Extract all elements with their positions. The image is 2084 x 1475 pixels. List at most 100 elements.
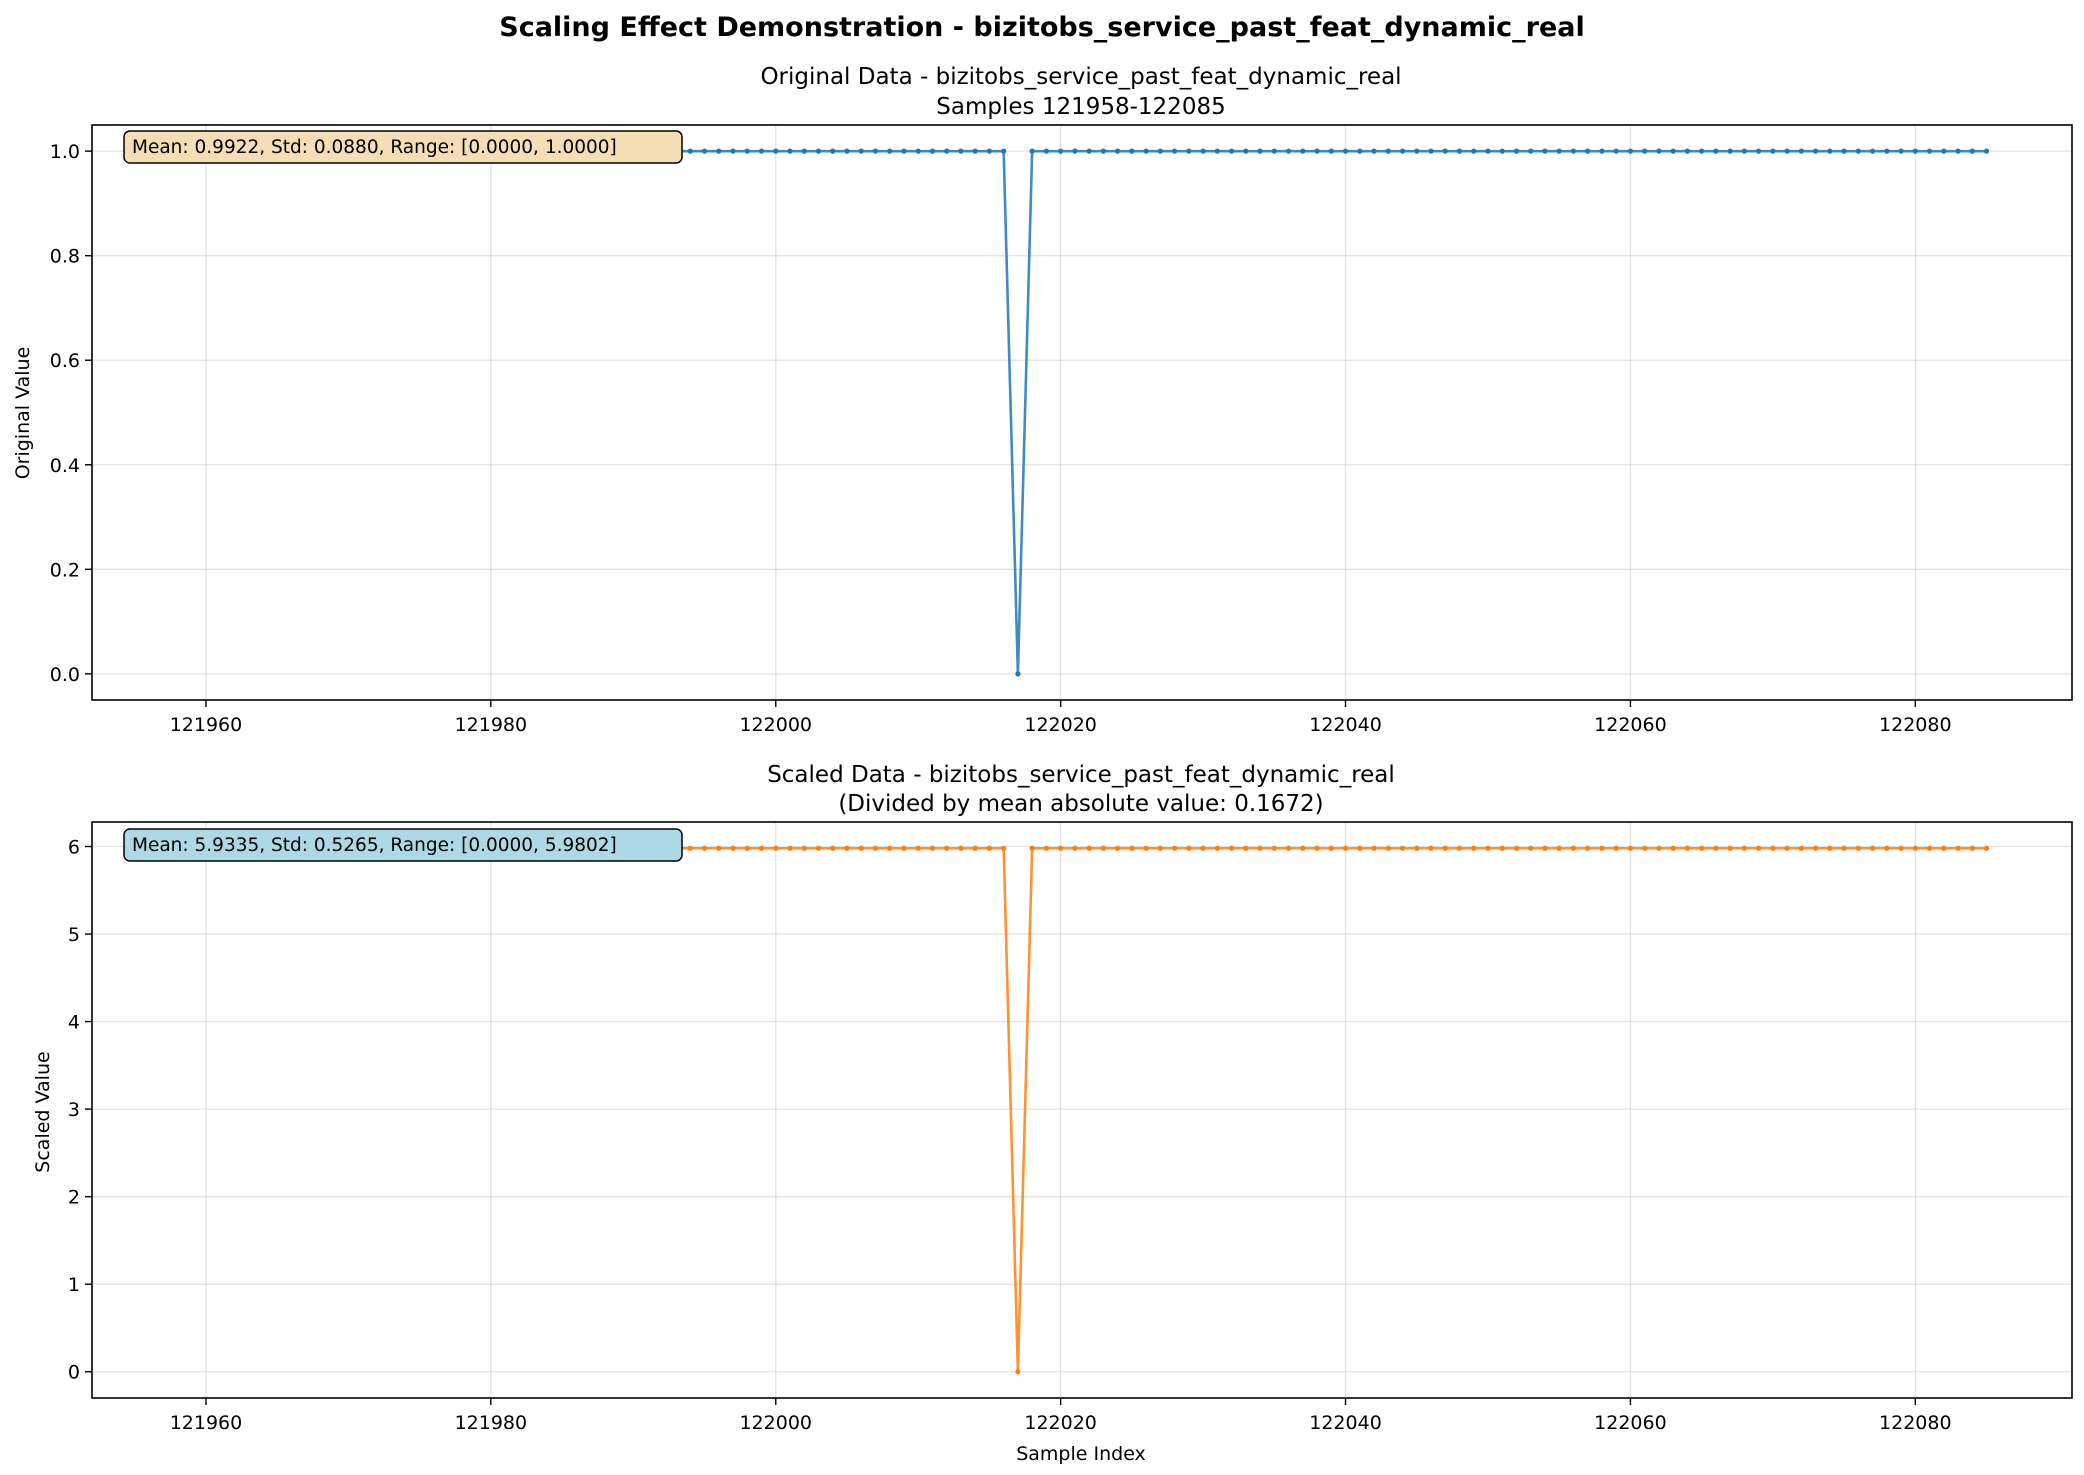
y-tick-label: 3: [68, 1099, 80, 1121]
data-point: [744, 845, 750, 851]
chart-scaled-annotation-box: [123, 828, 683, 862]
y-tick-label: 0.0: [50, 664, 80, 686]
data-point: [1399, 845, 1406, 851]
y-tick-label: 4: [68, 1012, 80, 1034]
data-point: [1513, 845, 1520, 851]
data-point: [958, 148, 964, 154]
chart-scaled-xlabel: Sample Index: [1016, 1443, 1146, 1465]
data-point: [730, 148, 736, 154]
x-tick-label: 122040: [1309, 714, 1382, 736]
chart-original: Original Data - bizitobs_service_past_fe…: [12, 64, 2073, 736]
data-point: [1713, 845, 1719, 851]
data-point: [1228, 148, 1235, 154]
y-tick-label: 0.4: [50, 455, 80, 477]
data-point: [1798, 845, 1804, 851]
data-point: [687, 148, 693, 154]
data-point: [830, 148, 836, 154]
data-point: [1243, 845, 1249, 851]
data-point: [1271, 148, 1277, 154]
data-point: [1157, 845, 1163, 851]
x-tick-label: 122020: [1024, 714, 1097, 736]
series-line: [177, 846, 1987, 1372]
x-tick-label: 122080: [1879, 1412, 1952, 1434]
data-point: [1015, 671, 1021, 677]
data-point: [844, 148, 850, 154]
data-point: [1285, 845, 1292, 851]
data-point: [1328, 845, 1334, 851]
data-point: [1385, 845, 1391, 851]
data-point: [1513, 148, 1520, 154]
data-point: [1357, 845, 1363, 851]
data-point: [1699, 845, 1705, 851]
data-point: [1300, 148, 1306, 154]
data-point: [1100, 148, 1106, 154]
chart-original-annotation-box: [123, 130, 683, 164]
data-point: [1115, 148, 1121, 154]
data-point: [1627, 148, 1634, 154]
chart-scaled: Scaled Data - bizitobs_service_past_feat…: [32, 762, 2073, 1465]
data-point: [1556, 845, 1562, 851]
data-point: [1043, 845, 1049, 851]
data-point: [858, 845, 864, 851]
data-point: [1585, 845, 1591, 851]
data-point: [1186, 845, 1192, 851]
data-point: [1314, 148, 1320, 154]
data-point: [1926, 845, 1933, 851]
data-point: [1200, 148, 1206, 154]
data-point: [1884, 148, 1890, 154]
data-point: [1499, 845, 1505, 851]
data-point: [1969, 845, 1975, 851]
data-point: [1456, 148, 1463, 154]
y-tick-label: 1: [68, 1274, 80, 1296]
data-point: [1328, 148, 1334, 154]
chart-scaled-points: [174, 845, 1990, 1375]
data-point: [758, 845, 765, 851]
data-point: [958, 845, 964, 851]
data-point: [1684, 845, 1690, 851]
data-point: [1869, 845, 1876, 851]
data-point: [1713, 148, 1719, 154]
data-point: [1371, 845, 1377, 851]
chart-original-annotation-text: Mean: 0.9922, Std: 0.0880, Range: [0.000…: [132, 137, 617, 158]
data-point: [1414, 845, 1420, 851]
chart-scaled-annotation-text: Mean: 5.9335, Std: 0.5265, Range: [0.000…: [132, 835, 617, 856]
data-point: [1385, 148, 1391, 154]
data-point: [1129, 845, 1135, 851]
data-point: [1285, 148, 1292, 154]
data-point: [1542, 845, 1548, 851]
data-point: [1656, 148, 1662, 154]
data-point: [1115, 845, 1121, 851]
data-point: [787, 148, 793, 154]
x-tick-label: 121980: [455, 1412, 528, 1434]
data-point: [1642, 845, 1648, 851]
data-point: [1670, 148, 1676, 154]
data-point: [1912, 845, 1918, 851]
data-point: [1570, 845, 1577, 851]
data-point: [801, 845, 807, 851]
data-point: [1784, 148, 1790, 154]
data-point: [758, 148, 765, 154]
x-tick-label: 122020: [1024, 1412, 1097, 1434]
data-point: [1015, 1369, 1021, 1375]
x-tick-label: 122060: [1594, 714, 1667, 736]
data-point: [1898, 845, 1904, 851]
data-point: [1841, 845, 1847, 851]
data-point: [1613, 148, 1619, 154]
data-point: [1955, 845, 1961, 851]
data-point: [1528, 148, 1534, 154]
chart-original-ylabel: Original Value: [12, 347, 34, 480]
data-point: [744, 148, 750, 154]
data-point: [815, 845, 822, 851]
data-point: [730, 845, 736, 851]
data-point: [1171, 845, 1178, 851]
y-tick-label: 2: [68, 1187, 80, 1209]
data-point: [858, 148, 864, 154]
data-point: [1499, 148, 1505, 154]
data-point: [986, 845, 993, 851]
data-point: [1243, 148, 1249, 154]
chart-original-points: [174, 148, 1990, 677]
chart-scaled-title: Scaled Data - bizitobs_service_past_feat…: [767, 762, 1395, 788]
data-point: [830, 845, 836, 851]
data-point: [1072, 148, 1078, 154]
data-point: [687, 845, 693, 851]
